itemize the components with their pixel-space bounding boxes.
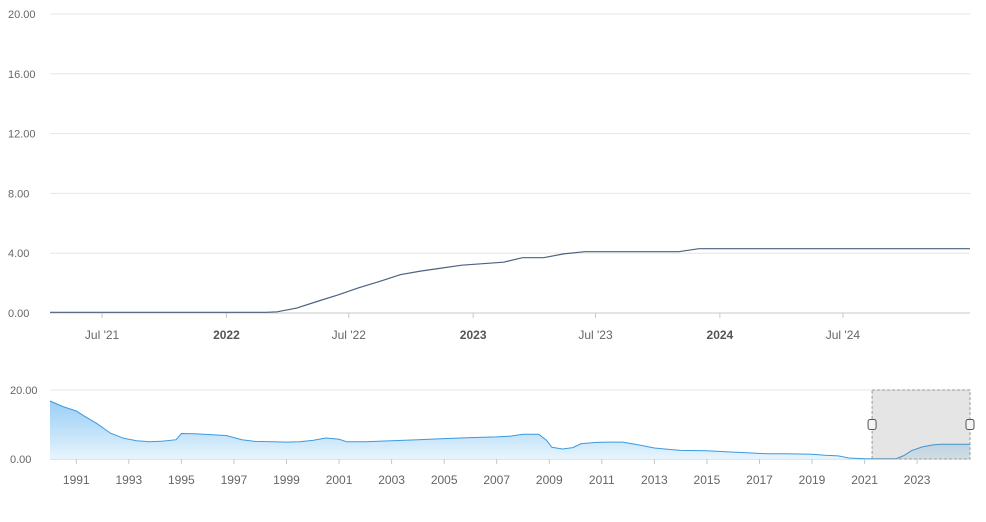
main-x-tick-label: Jul '24	[826, 328, 861, 342]
navigator-left-handle[interactable]	[867, 419, 877, 430]
main-y-tick-label: 20.00	[8, 9, 36, 21]
navigator-x-tick-label: 2001	[326, 473, 353, 487]
navigator-x-tick-label: 2011	[589, 473, 615, 487]
main-series-line	[50, 248, 970, 313]
navigator-chart[interactable]: 0.00 20.00 1991 1993 1995 1997 1999 2001 2003 20…	[0, 345, 986, 522]
main-gridlines	[50, 13, 970, 314]
navigator-x-tick-label: 2021	[851, 473, 878, 487]
navigator-x-tick-label: 2023	[904, 473, 931, 487]
navigator-x-tick-label: 2007	[483, 473, 510, 487]
main-x-tick-label: Jul '22	[332, 328, 367, 342]
main-series-group	[50, 248, 970, 313]
main-y-tick-label: 12.00	[8, 129, 36, 141]
navigator-x-axis: 1991 1993 1995 1997 1999 2001 2003 2005 2007 2009…	[63, 459, 931, 487]
navigator-series-group	[49, 400, 970, 460]
navigator-x-tick-label: 2019	[799, 473, 826, 487]
main-y-tick-label: 16.00	[8, 69, 36, 81]
main-x-tick-label: Jul '21	[85, 328, 120, 342]
navigator-right-handle[interactable]	[965, 419, 975, 430]
navigator-y-tick-label: 0.00	[10, 454, 31, 466]
main-y-tick-label: 4.00	[8, 248, 29, 260]
navigator-x-tick-label: 2009	[536, 473, 563, 487]
navigator-x-tick-label: 2017	[746, 473, 773, 487]
navigator-series-line	[49, 400, 970, 460]
main-y-axis: 0.00 4.00 8.00 12.00 16.00 20.00	[8, 9, 36, 320]
main-x-tick-label: 2024	[707, 328, 734, 342]
navigator-x-tick-label: 2013	[641, 473, 668, 487]
main-y-tick-label: 8.00	[8, 188, 29, 200]
main-x-tick-label: 2022	[213, 328, 240, 342]
main-x-tick-label: 2023	[460, 328, 487, 342]
navigator-x-tick-label: 2015	[694, 473, 721, 487]
navigator-selection[interactable]	[867, 389, 975, 460]
navigator-y-axis: 0.00 20.00	[10, 385, 38, 466]
main-x-axis: Jul '21 2022 Jul '22 2023 Jul '23 2024 Jul '24	[85, 313, 861, 342]
navigator-x-tick-label: 1993	[115, 473, 142, 487]
navigator-series-area	[50, 401, 970, 459]
navigator-x-tick-label: 1995	[168, 473, 195, 487]
navigator-y-tick-label: 20.00	[10, 385, 38, 397]
navigator-x-tick-label: 1999	[273, 473, 300, 487]
navigator-x-tick-label: 2005	[431, 473, 458, 487]
navigator-x-tick-label: 1991	[63, 473, 90, 487]
navigator-x-tick-label: 2003	[378, 473, 405, 487]
main-y-tick-label: 0.00	[8, 308, 29, 320]
navigator-selection-window[interactable]	[871, 389, 971, 460]
navigator-x-tick-label: 1997	[221, 473, 248, 487]
main-x-tick-label: Jul '23	[578, 328, 613, 342]
